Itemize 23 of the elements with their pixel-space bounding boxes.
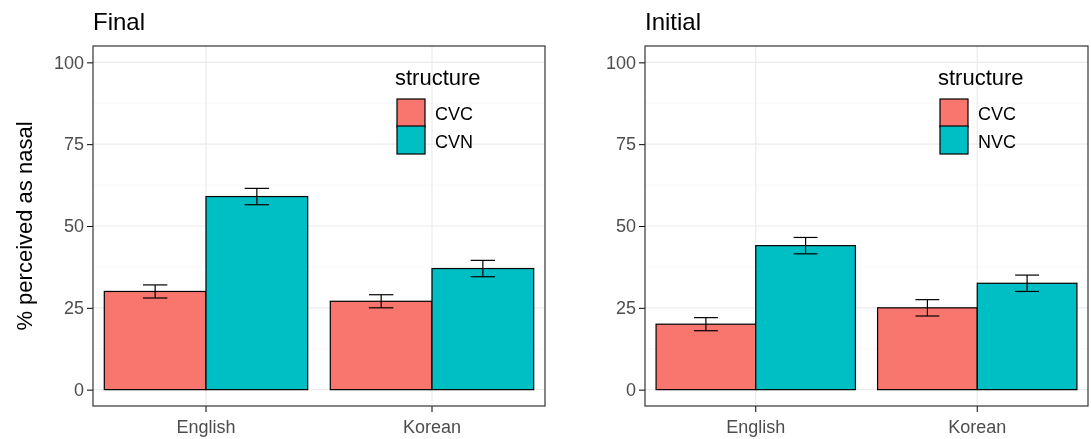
y-tick-label: 0	[625, 379, 636, 400]
y-tick-label: 75	[63, 134, 84, 155]
x-tick-label: Korean	[948, 417, 1007, 437]
legend-title: structure	[938, 65, 1024, 90]
y-axis-title: % perceived as nasal	[12, 121, 37, 331]
legend-label: CVC	[435, 104, 474, 124]
chart-title: Initial	[645, 8, 702, 35]
legend-label: CVN	[435, 132, 474, 152]
x-tick-label: English	[726, 417, 786, 437]
y-tick-label: 50	[615, 216, 636, 237]
legend-title: structure	[395, 65, 481, 90]
chart-title: Final	[93, 8, 146, 35]
x-tick-label: Korean	[402, 417, 462, 437]
y-tick-label: 25	[615, 298, 636, 319]
x-tick-label: English	[176, 417, 236, 437]
y-tick-label: 100	[605, 52, 636, 73]
y-tick-label: 50	[63, 216, 84, 237]
y-tick-label: 75	[615, 134, 636, 155]
y-tick-label: 100	[53, 52, 84, 73]
y-tick-label: 0	[73, 379, 84, 400]
legend-label: CVC	[978, 104, 1017, 124]
legend-label: NVC	[978, 132, 1017, 152]
y-tick-label: 25	[63, 298, 84, 319]
